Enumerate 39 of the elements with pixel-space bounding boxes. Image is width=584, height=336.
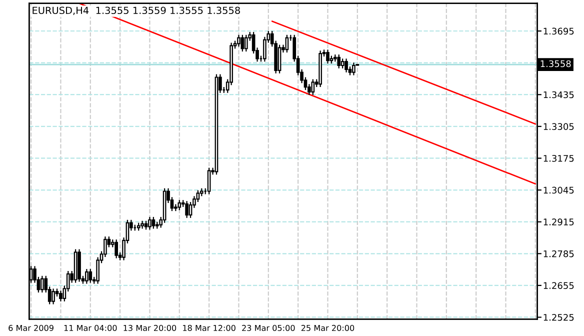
y-tick-label: 1.2915 bbox=[544, 218, 574, 226]
x-tick-label: 25 Mar 20:00 bbox=[301, 324, 354, 331]
ref-line-label: 1.3558 bbox=[540, 60, 571, 68]
y-tick-label: 1.3435 bbox=[544, 91, 574, 98]
candlestick bbox=[52, 288, 55, 305]
y-tick-label: 1.3175 bbox=[544, 154, 574, 162]
candlestick bbox=[85, 268, 88, 284]
x-tick-label: 23 Mar 05:00 bbox=[242, 324, 295, 331]
candlestick bbox=[237, 34, 240, 48]
candlestick bbox=[148, 216, 152, 230]
candlestick bbox=[340, 58, 344, 69]
candlestick bbox=[285, 34, 289, 54]
candlestick bbox=[207, 167, 211, 195]
candlestick bbox=[40, 275, 44, 294]
candlestick bbox=[240, 34, 244, 52]
candlestick bbox=[114, 238, 118, 259]
y-tick-label: 1.3045 bbox=[544, 186, 574, 194]
candlestick bbox=[311, 78, 315, 96]
candlestick bbox=[326, 49, 330, 64]
x-tick-label: 6 Mar 2009 bbox=[8, 324, 54, 331]
candlestick bbox=[59, 290, 62, 302]
x-tick-label: 13 Mar 20:00 bbox=[124, 324, 176, 331]
x-tick-label: 11 Mar 04:00 bbox=[64, 324, 117, 331]
candlestick bbox=[352, 62, 356, 76]
candlestick bbox=[178, 200, 182, 211]
candlestick bbox=[344, 58, 348, 73]
candlestick bbox=[152, 216, 156, 230]
y-tick-label: 1.2785 bbox=[544, 250, 574, 258]
y-tick-label: 1.2525 bbox=[544, 314, 574, 321]
candlestick bbox=[337, 54, 341, 69]
y-tick-label: 1.3305 bbox=[544, 123, 574, 130]
candlestick bbox=[88, 268, 92, 284]
candlestick bbox=[185, 200, 188, 218]
x-tick-label: 18 Mar 12:00 bbox=[183, 324, 236, 331]
y-tick-label: 1.2655 bbox=[544, 282, 574, 289]
y-tick-label: 1.3695 bbox=[544, 28, 574, 35]
candlestick bbox=[278, 44, 282, 74]
chart-title: EURUSD,H4 1.3555 1.3559 1.3555 1.3558 bbox=[32, 6, 240, 16]
candlestick bbox=[244, 34, 248, 52]
